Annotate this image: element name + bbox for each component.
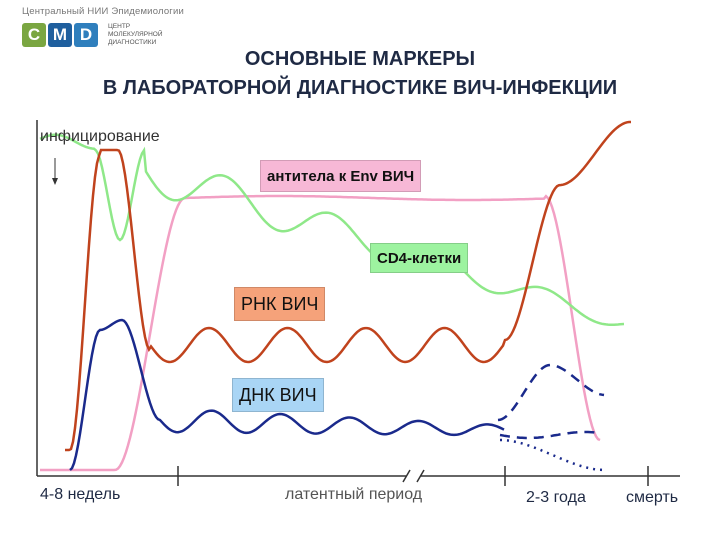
logo-letter-m: M	[48, 23, 72, 47]
dna-late-dashed-curve	[497, 363, 605, 440]
logo-letter-d: D	[74, 23, 98, 47]
dna-curve	[69, 318, 505, 471]
axis-label-2-3-years: 2-3 года	[526, 489, 586, 506]
axis-label-4-8-weeks: 4-8 недель	[40, 486, 121, 503]
organization-name: Центральный НИИ Эпидемиологии	[22, 6, 184, 17]
antibodies-curve	[40, 194, 601, 472]
rna-label: РНК ВИЧ	[241, 293, 319, 314]
infection-arrowhead	[52, 178, 58, 185]
logo: Центральный НИИ Эпидемиологии C M D ЦЕНТ…	[22, 6, 184, 47]
axis-break-mark-2	[416, 469, 425, 483]
infection-label: инфицирование	[40, 128, 160, 145]
dna-label: ДНК ВИЧ	[239, 384, 317, 405]
logo-letter-c: C	[22, 23, 46, 47]
cd4-label-box: CD4-клетки	[370, 243, 469, 273]
axis-label-latent-period: латентный период	[285, 486, 423, 503]
rna-label-box: РНК ВИЧ	[234, 287, 326, 321]
antibodies-label-box: антитела к Env ВИЧ	[260, 160, 422, 192]
rna-curve	[65, 120, 631, 452]
axis-label-death: смерть	[626, 489, 679, 506]
antibodies-label: антитела к Env ВИЧ	[267, 167, 415, 185]
page-title-line-2: В ЛАБОРАТОРНОЙ ДИАГНОСТИКЕ ВИЧ-ИНФЕКЦИИ	[102, 77, 618, 99]
logo-caption: ЦЕНТР МОЛЕКУЛЯРНОЙ ДИАГНОСТИКИ	[108, 23, 163, 46]
page-title-line-1: ОСНОВНЫЕ МАРКЕРЫ	[244, 48, 476, 70]
dna-late-dotted-curve	[500, 438, 605, 472]
axis-break-mark-1	[402, 469, 411, 483]
dna-label-box: ДНК ВИЧ	[232, 378, 324, 412]
cd4-label: CD4-клетки	[377, 249, 462, 267]
